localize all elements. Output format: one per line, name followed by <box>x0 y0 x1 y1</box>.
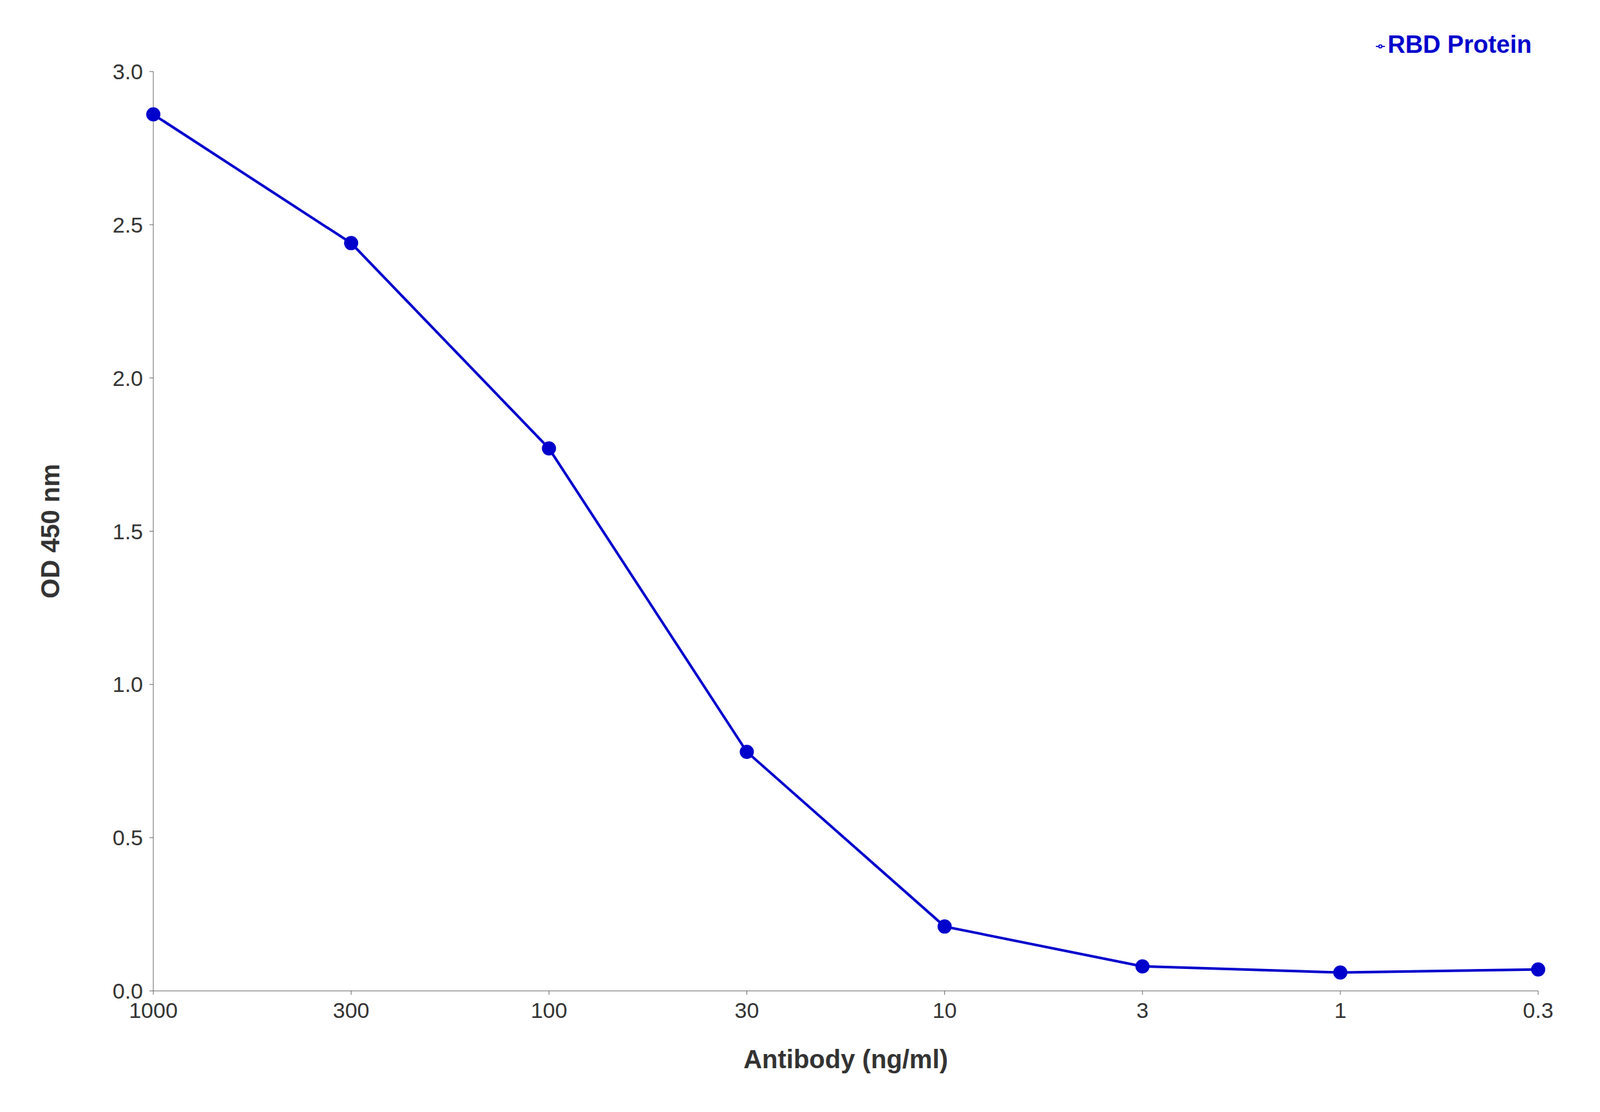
svg-text:Antibody (ng/ml): Antibody (ng/ml) <box>743 1044 949 1074</box>
svg-text:1.0: 1.0 <box>112 671 143 697</box>
svg-text:0.5: 0.5 <box>112 825 143 850</box>
svg-text:100: 100 <box>530 997 568 1023</box>
svg-text:1: 1 <box>1333 997 1347 1023</box>
svg-text:2.0: 2.0 <box>112 365 143 391</box>
svg-text:3.0: 3.0 <box>112 59 143 84</box>
svg-text:3: 3 <box>1136 997 1149 1023</box>
svg-text:300: 300 <box>333 997 370 1023</box>
svg-text:1000: 1000 <box>128 997 178 1023</box>
svg-text:0.0: 0.0 <box>112 978 143 1003</box>
svg-text:OD 450 nm: OD 450 nm <box>36 463 65 599</box>
svg-text:10: 10 <box>932 997 958 1023</box>
svg-text:30: 30 <box>734 997 760 1023</box>
html-text:RBD Protein: RBD Protein <box>1387 30 1532 58</box>
svg-text:2.5: 2.5 <box>112 212 143 238</box>
svg-text:1.5: 1.5 <box>112 519 143 544</box>
svg-text:0.3: 0.3 <box>1522 997 1553 1023</box>
